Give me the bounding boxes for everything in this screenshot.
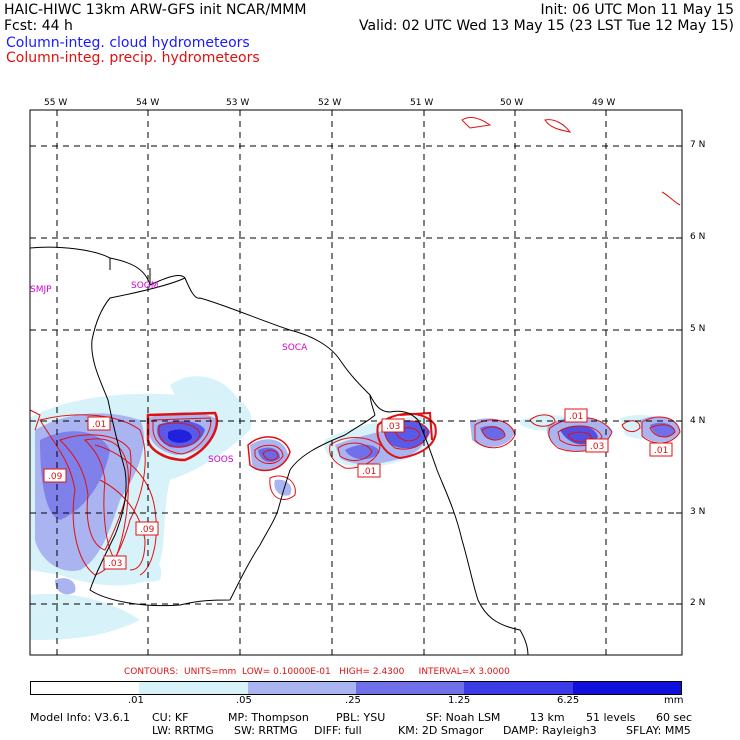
colorbar-tick: .05 bbox=[236, 695, 252, 706]
model-info-diff: DIFF: full bbox=[314, 724, 362, 737]
colorbar-bin bbox=[572, 682, 681, 694]
model-info-damp: DAMP: Rayleigh3 bbox=[503, 724, 597, 737]
lat-label-7n: 7 N bbox=[690, 140, 706, 150]
lat-label-6n: 6 N bbox=[690, 232, 706, 242]
svg-text:.09: .09 bbox=[140, 525, 155, 535]
colorbar-bin bbox=[355, 682, 465, 694]
model-info-version: Model Info: V3.6.1 bbox=[30, 711, 131, 724]
contours-interval: INTERVAL=X 3.0000 bbox=[418, 667, 510, 677]
svg-text:.01: .01 bbox=[654, 446, 668, 456]
stations: SMJP SOGM SOCA SOOS bbox=[30, 281, 308, 465]
lat-label-5n: 5 N bbox=[690, 324, 706, 334]
axis-ticks bbox=[56, 110, 682, 605]
plot-title: HAIC-HIWC 13km ARW-GFS init NCAR/MMM bbox=[4, 2, 307, 18]
contour-label: .03 bbox=[381, 418, 405, 433]
colorbar-tick: .01 bbox=[128, 695, 144, 706]
svg-text:.01: .01 bbox=[362, 467, 376, 477]
lat-label-4n: 4 N bbox=[690, 416, 706, 426]
contour-label: .09 bbox=[135, 521, 159, 536]
model-info-cu: CU: KF bbox=[152, 711, 189, 724]
colorbar bbox=[30, 681, 682, 695]
contours-info: CONTOURS: UNITS=mm LOW= 0.10000E-01 HIGH… bbox=[124, 667, 510, 677]
init-time: Init: 06 UTC Mon 11 May 15 bbox=[540, 2, 734, 18]
contours-keyword: CONTOURS: bbox=[124, 667, 179, 677]
model-info-sf: SF: Noah LSM bbox=[426, 711, 501, 724]
station-sogm: SOGM bbox=[131, 281, 159, 291]
colorbar-unit: mm bbox=[664, 695, 684, 706]
contours-units: UNITS=mm bbox=[184, 667, 237, 677]
model-info-mp: MP: Thompson bbox=[228, 711, 309, 724]
lat-label-3n: 3 N bbox=[690, 507, 706, 517]
colorbar-bin bbox=[464, 682, 573, 694]
model-info-timestep: 60 sec bbox=[656, 711, 693, 724]
contour-label: .09 bbox=[43, 468, 67, 483]
svg-text:.03: .03 bbox=[386, 422, 400, 432]
contours-low: LOW= 0.10000E-01 bbox=[242, 667, 331, 677]
lon-label-49w: 49 W bbox=[592, 98, 616, 108]
model-info-sw: SW: RRTMG bbox=[234, 724, 298, 737]
lon-label-50w: 50 W bbox=[500, 98, 524, 108]
model-info-sflay: SFLAY: MM5 bbox=[626, 724, 691, 737]
station-soos: SOOS bbox=[208, 455, 234, 465]
svg-text:.03: .03 bbox=[590, 442, 604, 452]
model-info-res: 13 km bbox=[530, 711, 565, 724]
svg-text:.09: .09 bbox=[48, 472, 63, 482]
svg-text:.01: .01 bbox=[569, 412, 583, 422]
field-precip-label: Column-integ. precip. hydrometeors bbox=[6, 50, 260, 66]
lon-label-51w: 51 W bbox=[410, 98, 434, 108]
contour-label: .01 bbox=[87, 416, 111, 431]
lon-label-54w: 54 W bbox=[136, 98, 160, 108]
lon-label-52w: 52 W bbox=[318, 98, 342, 108]
lat-label-2n: 2 N bbox=[690, 598, 706, 608]
model-info-km: KM: 2D Smagor bbox=[398, 724, 484, 737]
precip-contours bbox=[29, 117, 681, 576]
svg-text:.03: .03 bbox=[108, 559, 122, 569]
model-info-lw: LW: RRTMG bbox=[152, 724, 214, 737]
contours-high: HIGH= 2.4300 bbox=[339, 667, 405, 677]
model-info-levels: 51 levels bbox=[586, 711, 636, 724]
colorbar-tick: 1.25 bbox=[448, 695, 471, 706]
contour-label: .01 bbox=[564, 408, 588, 423]
contour-label: .01 bbox=[357, 463, 381, 478]
field-cloud-label: Column-integ. cloud hydrometeors bbox=[6, 35, 250, 51]
colorbar-bin bbox=[247, 682, 356, 694]
contour-value-labels: .01 .03 .09 .09 .03 .03 .01 .01 .01 bbox=[43, 408, 673, 570]
lon-label-55w: 55 W bbox=[44, 98, 68, 108]
station-smjp: SMJP bbox=[30, 285, 52, 295]
map-frame bbox=[29, 109, 683, 656]
svg-text:.01: .01 bbox=[92, 420, 106, 430]
colorbar-bin bbox=[31, 682, 140, 694]
contour-label: .01 bbox=[649, 442, 673, 457]
forecast-hour: Fcst: 44 h bbox=[4, 18, 73, 34]
colorbar-tick: .25 bbox=[345, 695, 361, 706]
lon-label-53w: 53 W bbox=[226, 98, 250, 108]
station-soca: SOCA bbox=[282, 343, 308, 353]
colorbar-tick: 6.25 bbox=[557, 695, 580, 706]
colorbar-bin bbox=[139, 682, 248, 694]
contour-label: .03 bbox=[585, 438, 609, 453]
contour-label: .03 bbox=[103, 555, 127, 570]
valid-time: Valid: 02 UTC Wed 13 May 15 (23 LST Tue … bbox=[359, 18, 734, 34]
model-info-pbl: PBL: YSU bbox=[336, 711, 386, 724]
coastline bbox=[29, 246, 529, 656]
